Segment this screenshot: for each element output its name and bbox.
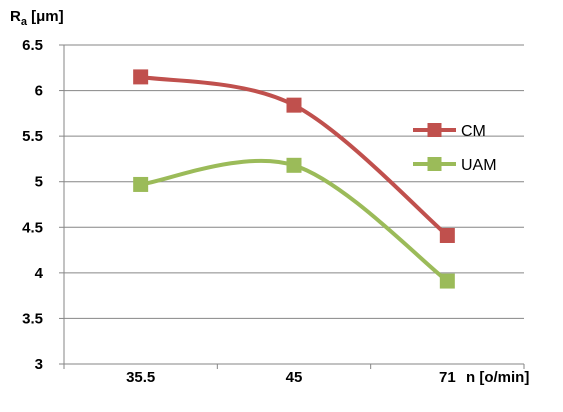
y-tick-labels: 3 3.5 4 4.5 5 5.5 6 6.5 [22,37,44,373]
y-tick-label: 6.5 [22,37,43,54]
axes [63,45,524,365]
series-group [133,69,455,289]
legend-marker-cm [427,123,442,137]
y-tick-label: 4 [35,265,44,282]
y-tick-label: 3 [35,356,43,373]
x-tick-labels: 35.5 45 71 [126,369,456,386]
legend-marker-uam [427,157,442,171]
x-tick-label: 45 [286,369,303,386]
data-point-cm [439,227,455,243]
y-tick-label: 3.5 [22,310,43,327]
x-axis-title: n [o/min] [466,369,529,386]
series-line-uam [138,158,450,284]
y-tick-label: 4.5 [22,219,43,236]
y-axis-title: Ra [μm] [10,8,64,28]
y-axis-title-unit: [μm] [27,8,64,25]
legend-label-cm: CM [461,123,486,140]
gridlines [59,44,525,369]
y-tick-label: 6 [35,83,43,100]
y-axis-title-base: R [10,8,21,25]
data-point-uam [133,176,149,192]
y-tick-label: 5.5 [22,128,43,145]
data-point-uam [439,273,455,289]
legend: CM UAM [413,123,497,174]
x-tick-label: 71 [439,369,456,386]
data-point-cm [286,97,302,113]
y-axis-title-sub: a [21,16,28,28]
y-tick-label: 5 [35,174,43,191]
data-point-cm [133,69,149,85]
legend-label-uam: UAM [461,157,497,174]
x-tick-label: 35.5 [126,369,155,386]
data-point-uam [286,157,302,173]
